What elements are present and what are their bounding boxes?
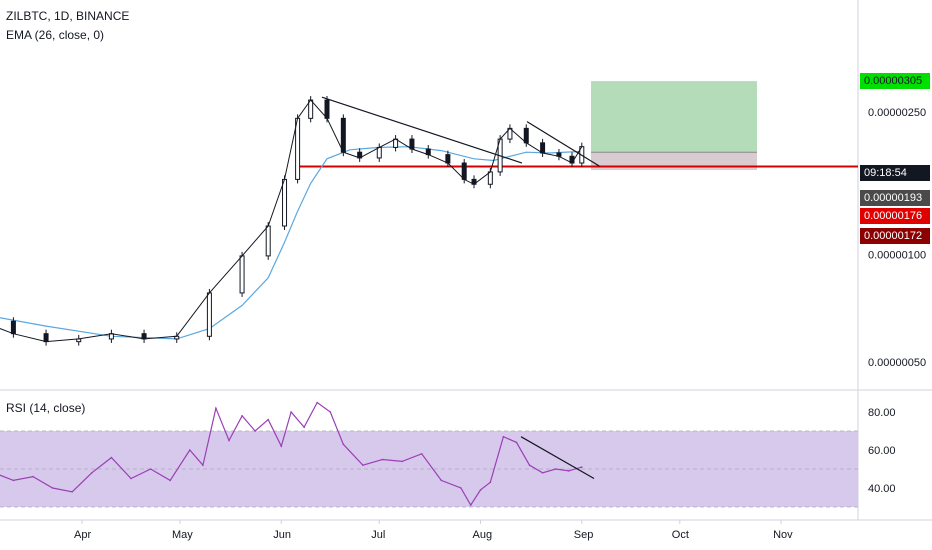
rsi-point xyxy=(241,415,243,417)
candle-body xyxy=(409,138,415,150)
trendline-1 xyxy=(321,96,523,164)
rsi-point xyxy=(215,407,217,410)
rsi-point xyxy=(71,491,73,493)
price-tag: 0.00000176 xyxy=(860,208,930,224)
chart-symbol-title: ZILBTC, 1D, BINANCE xyxy=(6,9,130,23)
rsi-point xyxy=(502,435,505,438)
rsi-point xyxy=(515,441,518,444)
time-tick-label: Jul xyxy=(371,529,385,541)
candle-body xyxy=(540,142,546,154)
candle-body xyxy=(239,255,245,294)
ema-line xyxy=(0,146,582,340)
rsi-point xyxy=(581,466,583,468)
rsi-point xyxy=(130,477,132,480)
time-tick-label: Aug xyxy=(473,529,493,541)
price-tick-label: 0.00000100 xyxy=(868,249,926,261)
price-tag: 0.00000193 xyxy=(860,190,930,206)
time-tick-label: Sep xyxy=(574,529,594,541)
rsi-trendline xyxy=(520,436,595,480)
price-tick-label: 0.00000050 xyxy=(868,357,926,369)
price-tag: 0.00000305 xyxy=(860,73,930,90)
candle-body xyxy=(10,320,16,335)
rsi-point xyxy=(479,489,482,491)
target-zone xyxy=(591,81,757,153)
candle-body xyxy=(461,162,467,180)
rsi-point xyxy=(567,470,570,472)
rsi-point xyxy=(440,479,443,482)
rsi-point xyxy=(329,411,332,413)
rsi-point xyxy=(51,487,54,489)
candle-body xyxy=(206,292,212,337)
rsi-point xyxy=(342,443,345,446)
candle-body xyxy=(445,154,451,164)
rsi-point xyxy=(228,439,230,442)
rsi-point xyxy=(280,445,283,448)
trendline-2 xyxy=(526,121,601,168)
rsi-point xyxy=(381,458,384,461)
ema-indicator-label[interactable]: EMA (26, close, 0) xyxy=(6,28,105,42)
rsi-point xyxy=(267,418,270,421)
candle-body xyxy=(265,225,271,257)
rsi-point xyxy=(202,464,204,467)
rsi-point xyxy=(489,481,492,484)
rsi-point xyxy=(469,504,472,506)
rsi-point xyxy=(420,453,423,455)
price-tick-label: 0.00000250 xyxy=(868,107,926,119)
rsi-tick-label: 40.00 xyxy=(868,483,896,495)
rsi-tick-label: 80.00 xyxy=(868,407,896,419)
candle-body xyxy=(324,99,330,119)
time-tick-label: Apr xyxy=(74,529,91,541)
rsi-point xyxy=(110,456,113,459)
rsi-indicator-label[interactable]: RSI (14, close) xyxy=(6,401,86,415)
candle-body xyxy=(108,333,114,340)
rsi-point xyxy=(541,472,544,474)
candle-body xyxy=(141,333,147,340)
rsi-point xyxy=(401,460,403,463)
price-line xyxy=(0,99,583,343)
candle-body xyxy=(523,127,529,144)
rsi-tick-label: 60.00 xyxy=(868,445,896,457)
rsi-point xyxy=(290,411,292,413)
rsi-point xyxy=(12,479,15,482)
candle-body xyxy=(295,117,301,180)
candle-body xyxy=(487,171,493,185)
rsi-point xyxy=(460,487,462,489)
price-tag: 09:18:54 xyxy=(860,165,930,181)
time-tick-label: Nov xyxy=(773,529,793,541)
rsi-point xyxy=(32,475,34,478)
price-tag: 0.00000172 xyxy=(860,228,930,244)
rsi-line xyxy=(0,401,582,507)
rsi-point xyxy=(91,472,93,474)
candle-body xyxy=(376,146,382,159)
rsi-point xyxy=(362,464,364,467)
rsi-point xyxy=(303,426,305,429)
rsi-point xyxy=(149,468,152,470)
time-tick-label: May xyxy=(172,529,193,541)
candle-body xyxy=(282,178,288,227)
rsi-point xyxy=(316,401,319,404)
rsi-point xyxy=(169,479,171,482)
time-tick-label: Jun xyxy=(273,529,291,541)
rsi-point xyxy=(554,468,557,470)
rsi-point xyxy=(254,430,256,432)
time-tick-label: Oct xyxy=(672,529,689,541)
candle-body xyxy=(43,333,49,343)
rsi-point xyxy=(189,449,191,451)
rsi-point xyxy=(528,464,531,467)
candle-body xyxy=(340,117,346,153)
